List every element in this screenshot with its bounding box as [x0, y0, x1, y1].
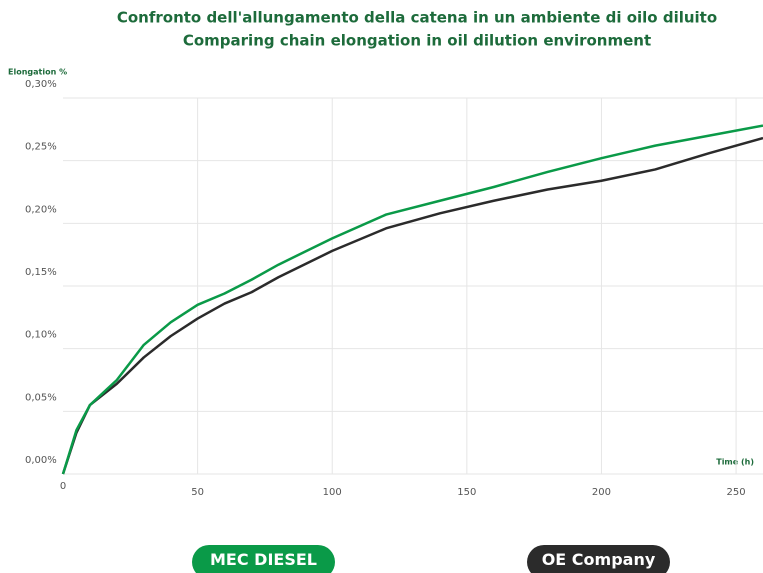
x-tick-label: 200 [592, 487, 611, 498]
y-tick-label: 0,10% [25, 330, 57, 341]
chart-subtitle: Comparing chain elongation in oil diluti… [183, 32, 651, 50]
y-tick-label: 0,30% [25, 79, 57, 90]
y-axis-label: Elongation % [8, 68, 67, 77]
x-tick-label: 100 [323, 487, 342, 498]
x-axis-label: Time (h) [716, 458, 754, 467]
y-tick-label: 0,00% [25, 455, 57, 466]
data-line [61, 136, 763, 475]
data-line [61, 124, 763, 475]
y-tick-label: 0,05% [25, 392, 57, 403]
y-tick-label: 0,25% [25, 142, 57, 153]
y-tick-label: 0,15% [25, 267, 57, 278]
legend-item: MEC DIESEL [192, 545, 335, 573]
x-tick-label: 0 [60, 481, 66, 492]
x-tick-label: 150 [457, 487, 476, 498]
legend-item: OE Company [527, 545, 670, 573]
chart-title: Confronto dell'allungamento della catena… [117, 9, 717, 27]
x-tick-label: 250 [727, 487, 746, 498]
y-tick-label: 0,20% [25, 204, 57, 215]
x-tick-label: 50 [191, 487, 204, 498]
